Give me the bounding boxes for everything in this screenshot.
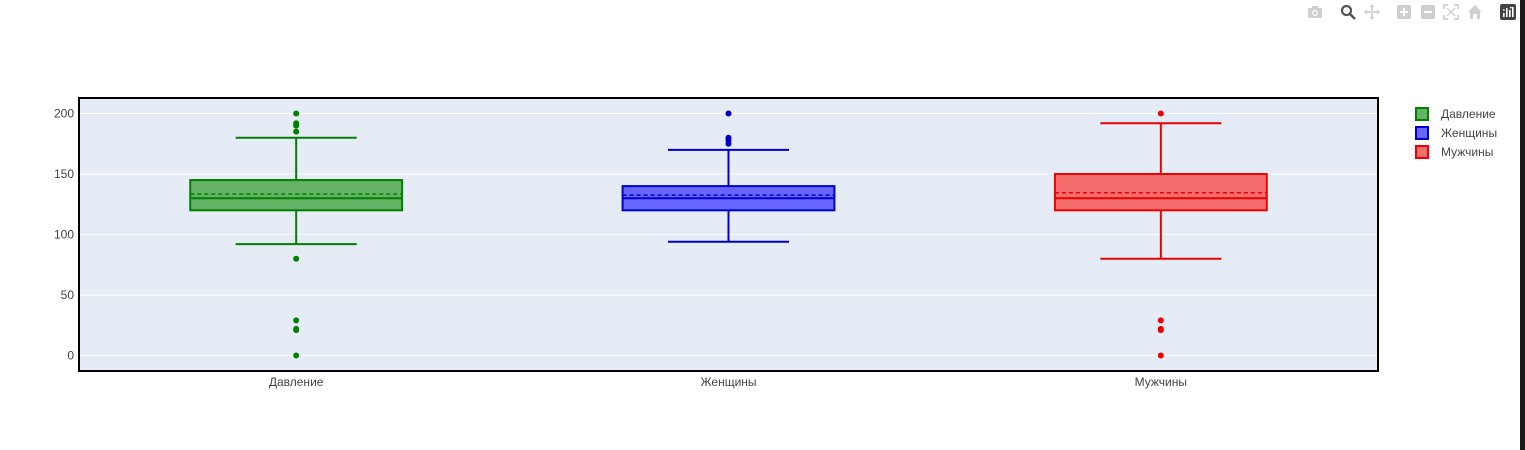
- zoom-icon[interactable]: [1340, 4, 1356, 20]
- autoscale-icon[interactable]: [1443, 4, 1459, 20]
- legend-swatch: [1415, 126, 1429, 140]
- plotly-logo-icon[interactable]: [1500, 4, 1516, 20]
- box-3[interactable]: [1053, 110, 1268, 359]
- outlier-point[interactable]: [1157, 352, 1164, 359]
- outlier-point[interactable]: [293, 128, 300, 135]
- zoom-out-icon[interactable]: [1420, 4, 1436, 20]
- y-tick-label: 50: [61, 288, 75, 302]
- plot-border: [78, 97, 1379, 372]
- legend-label: Давление: [1441, 107, 1496, 121]
- reset-axes-icon[interactable]: [1467, 4, 1483, 20]
- outlier-point[interactable]: [293, 317, 300, 324]
- legend-swatch: [1415, 145, 1429, 159]
- legend-item[interactable]: Женщины: [1415, 126, 1497, 140]
- outlier-point[interactable]: [725, 110, 732, 117]
- x-tick-label: Давление: [269, 375, 324, 389]
- box-1[interactable]: [189, 110, 404, 359]
- zoom-in-icon[interactable]: [1396, 4, 1412, 20]
- legend: Давление Женщины Мужчины: [1415, 107, 1497, 159]
- legend-item[interactable]: Давление: [1415, 107, 1496, 121]
- legend-item[interactable]: Мужчины: [1415, 145, 1493, 159]
- outlier-point[interactable]: [293, 255, 300, 262]
- pan-icon[interactable]: [1364, 4, 1380, 20]
- x-tick-label: Мужчины: [1135, 375, 1187, 389]
- legend-label: Женщины: [1441, 126, 1497, 140]
- outlier-point[interactable]: [293, 110, 300, 117]
- y-tick-label: 200: [54, 107, 74, 121]
- outlier-point[interactable]: [1157, 110, 1164, 117]
- outlier-point[interactable]: [293, 327, 300, 334]
- outlier-point[interactable]: [293, 352, 300, 359]
- legend-swatch: [1415, 107, 1429, 121]
- box-2[interactable]: [621, 110, 836, 243]
- outlier-point[interactable]: [725, 140, 732, 147]
- x-tick-label: Женщины: [700, 375, 756, 389]
- outlier-point[interactable]: [1157, 317, 1164, 324]
- window-edge: [1520, 0, 1525, 450]
- y-tick-label: 100: [54, 228, 74, 242]
- outlier-point[interactable]: [293, 122, 300, 129]
- y-axis: 0 50 100 150 200: [54, 107, 74, 363]
- legend-label: Мужчины: [1441, 145, 1493, 159]
- y-tick-label: 150: [54, 167, 74, 181]
- y-tick-label: 0: [67, 348, 74, 362]
- outlier-point[interactable]: [1157, 327, 1164, 334]
- boxes: [189, 110, 1268, 359]
- camera-icon[interactable]: [1307, 4, 1323, 20]
- x-axis: Давление Женщины Мужчины: [269, 375, 1187, 389]
- box-body[interactable]: [189, 179, 404, 212]
